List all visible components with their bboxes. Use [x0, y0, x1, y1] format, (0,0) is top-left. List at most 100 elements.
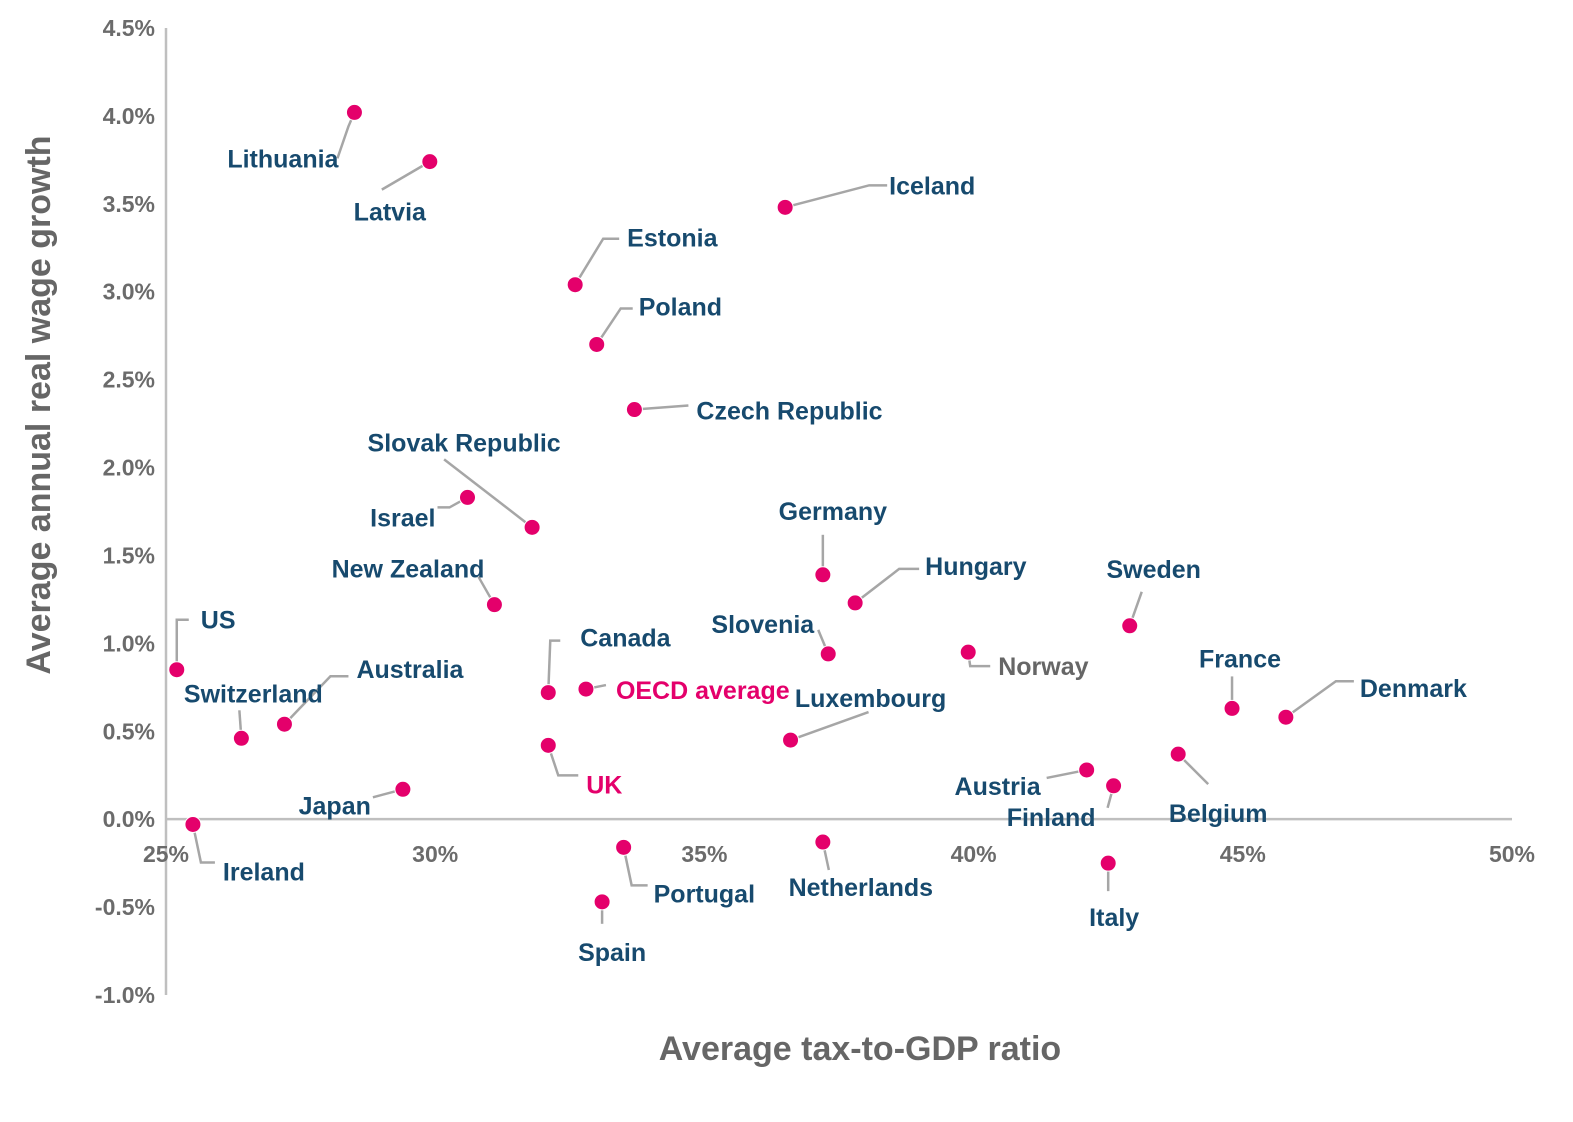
- point-us: [168, 661, 186, 679]
- point-new-zealand: [485, 596, 503, 614]
- label-norway: Norway: [998, 653, 1088, 681]
- data-points: [168, 103, 1295, 911]
- label-latvia: Latvia: [354, 199, 427, 227]
- label-portugal: Portugal: [654, 880, 755, 908]
- point-labels: Lithuania Latvia Iceland Estonia Poland Czech…: [184, 145, 1467, 966]
- label-germany: Germany: [779, 498, 887, 526]
- point-netherlands: [814, 833, 832, 851]
- y-tick-label: 2.5%: [103, 367, 155, 393]
- point-japan: [394, 780, 412, 798]
- label-israel: Israel: [370, 504, 435, 532]
- point-estonia: [566, 276, 584, 294]
- y-tick-label: 4.5%: [103, 15, 155, 41]
- label-austria: Austria: [955, 773, 1042, 801]
- leader-ireland: [191, 824, 215, 864]
- x-tick-label: 25%: [143, 841, 189, 867]
- label-denmark: Denmark: [1360, 675, 1467, 703]
- point-slovenia: [819, 645, 837, 663]
- y-axis-title: Average annual real wage growth: [20, 135, 58, 674]
- label-netherlands: Netherlands: [789, 874, 933, 902]
- y-tick-label: 0.5%: [103, 718, 155, 744]
- point-slovak-republic: [523, 518, 541, 536]
- label-czech-republic: Czech Republic: [696, 398, 882, 426]
- y-tick-label: 2.0%: [103, 455, 155, 481]
- leader-uk: [547, 744, 579, 777]
- label-iceland: Iceland: [889, 172, 975, 200]
- y-tick-label: -0.5%: [95, 894, 155, 920]
- y-tick-label: -1.0%: [95, 982, 155, 1008]
- point-uk: [539, 736, 557, 754]
- point-iceland: [776, 198, 794, 216]
- point-spain: [593, 893, 611, 911]
- point-czech-republic: [625, 401, 643, 419]
- x-tick-label: 40%: [951, 841, 997, 867]
- label-france: France: [1199, 645, 1281, 673]
- x-tick-label: 50%: [1489, 841, 1535, 867]
- point-luxembourg: [782, 731, 800, 749]
- point-canada: [539, 684, 557, 702]
- y-axis-ticks: 4.5% 4.0% 3.5% 3.0% 2.5% 2.0% 1.5% 1.0% 0.5% 0.0%…: [95, 15, 155, 1008]
- point-australia: [275, 715, 293, 733]
- leader-lines: [175, 111, 1354, 924]
- x-axis-ticks: 25% 30% 35% 40% 45% 50%: [143, 841, 1535, 867]
- leader-poland: [595, 307, 633, 346]
- point-finland: [1105, 777, 1123, 795]
- label-japan: Japan: [299, 792, 371, 820]
- y-tick-label: 3.5%: [103, 191, 155, 217]
- point-latvia: [421, 153, 439, 171]
- point-denmark: [1277, 708, 1295, 726]
- leader-portugal: [622, 847, 648, 887]
- label-canada: Canada: [580, 625, 671, 653]
- label-hungary: Hungary: [925, 553, 1027, 581]
- x-tick-label: 30%: [412, 841, 458, 867]
- leader-luxembourg: [790, 710, 869, 742]
- point-israel: [459, 488, 477, 506]
- y-tick-label: 4.0%: [103, 103, 155, 129]
- label-italy: Italy: [1089, 904, 1139, 932]
- x-tick-label: 35%: [681, 841, 727, 867]
- label-estonia: Estonia: [627, 225, 718, 253]
- y-tick-label: 3.0%: [103, 279, 155, 305]
- point-france: [1223, 699, 1241, 717]
- label-switzerland: Switzerland: [184, 680, 323, 708]
- leader-us: [175, 618, 189, 670]
- leader-estonia: [574, 237, 620, 286]
- point-norway: [959, 643, 977, 661]
- label-slovenia: Slovenia: [711, 611, 815, 639]
- label-uk: UK: [586, 771, 622, 799]
- axes: [164, 28, 1512, 995]
- label-slovak-republic: Slovak Republic: [368, 429, 561, 457]
- leader-canada: [547, 639, 561, 693]
- leader-australia: [283, 674, 349, 726]
- leader-latvia: [381, 160, 431, 191]
- y-tick-label: 1.5%: [103, 542, 155, 568]
- point-sweden: [1121, 617, 1139, 635]
- leader-slovak-republic: [443, 458, 533, 529]
- point-germany: [814, 566, 832, 584]
- y-tick-label: 0.0%: [103, 806, 155, 832]
- point-oecd-average: [577, 680, 595, 698]
- point-italy: [1099, 854, 1117, 872]
- x-tick-label: 45%: [1220, 841, 1266, 867]
- point-belgium: [1169, 745, 1187, 763]
- label-lithuania: Lithuania: [227, 145, 339, 173]
- point-switzerland: [232, 729, 250, 747]
- point-austria: [1078, 761, 1096, 779]
- label-belgium: Belgium: [1169, 800, 1268, 828]
- point-poland: [588, 335, 606, 353]
- label-us: US: [201, 607, 236, 635]
- point-lithuania: [345, 103, 363, 121]
- leader-denmark: [1285, 679, 1354, 719]
- leader-iceland: [784, 184, 888, 209]
- label-australia: Australia: [356, 656, 464, 684]
- x-axis-title: Average tax-to-GDP ratio: [659, 1030, 1061, 1068]
- label-finland: Finland: [1007, 804, 1096, 832]
- leader-hungary: [854, 567, 920, 604]
- label-luxembourg: Luxembourg: [795, 685, 946, 713]
- label-oecd-average: OECD average: [616, 677, 790, 705]
- y-tick-label: 1.0%: [103, 630, 155, 656]
- label-ireland: Ireland: [223, 858, 305, 886]
- point-ireland: [184, 815, 202, 833]
- label-sweden: Sweden: [1106, 556, 1200, 584]
